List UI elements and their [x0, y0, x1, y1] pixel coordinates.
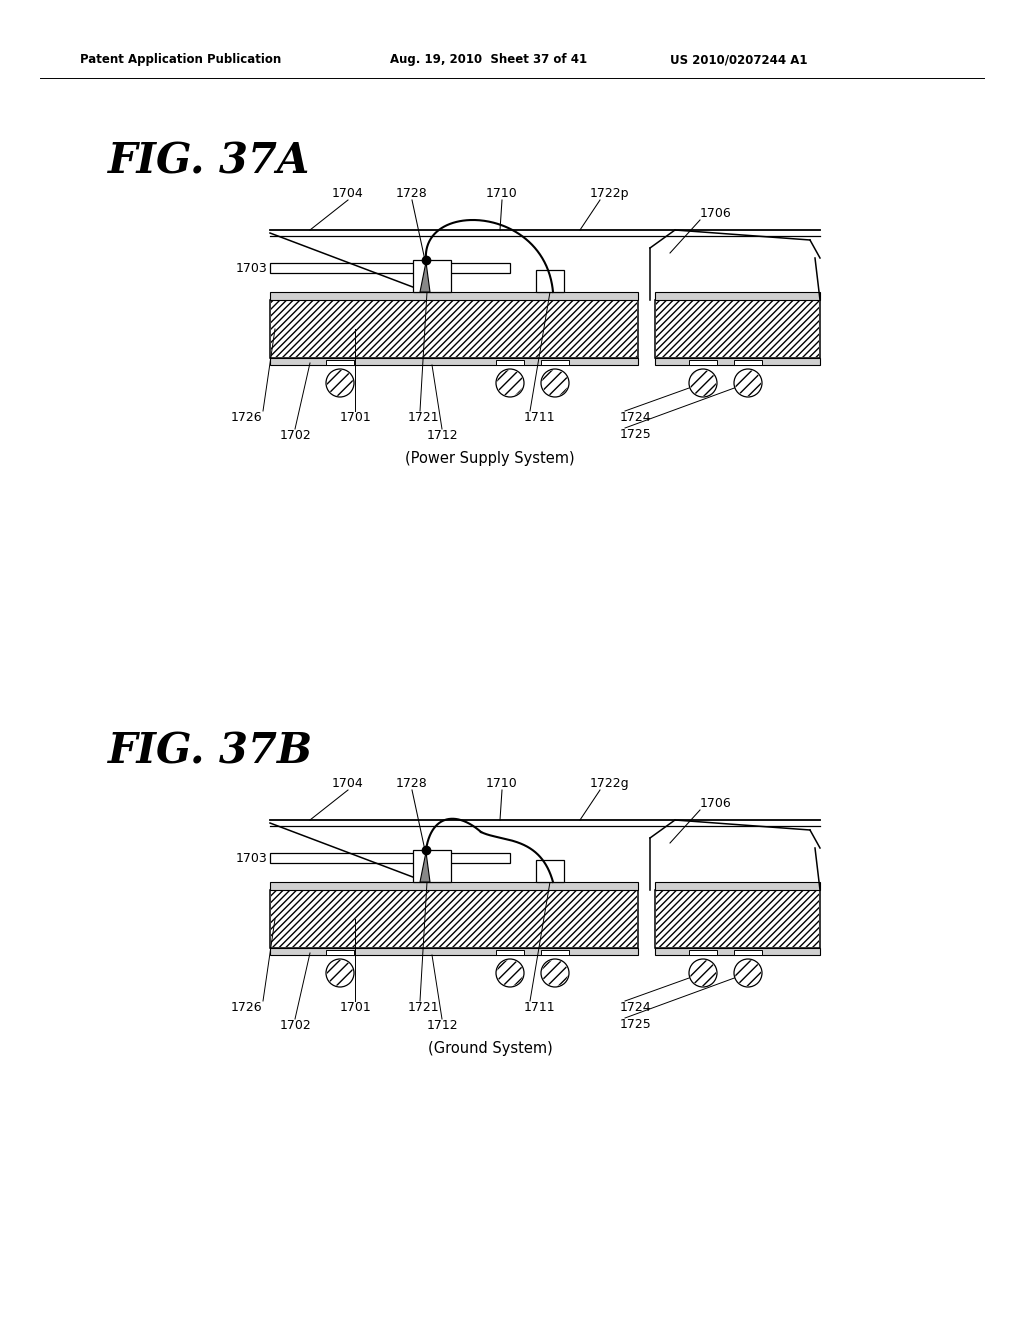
- Text: 1706: 1706: [700, 207, 732, 220]
- Circle shape: [496, 370, 524, 397]
- Bar: [689, 360, 717, 366]
- Bar: [270, 292, 638, 300]
- Text: 1702: 1702: [280, 1019, 311, 1032]
- Bar: [655, 292, 820, 300]
- Text: 1728: 1728: [396, 777, 428, 789]
- Text: 1701: 1701: [340, 1001, 372, 1014]
- Bar: [270, 263, 510, 273]
- Text: 1724: 1724: [620, 411, 651, 424]
- Polygon shape: [420, 851, 430, 882]
- Bar: [270, 358, 638, 366]
- Circle shape: [734, 370, 762, 397]
- Text: 1728: 1728: [396, 187, 428, 201]
- Bar: [541, 360, 569, 366]
- Bar: [270, 890, 638, 948]
- Text: 1711: 1711: [524, 411, 556, 424]
- Text: FIG. 37B: FIG. 37B: [108, 730, 313, 772]
- Circle shape: [496, 960, 524, 987]
- Circle shape: [689, 960, 717, 987]
- Bar: [270, 300, 638, 358]
- Text: 1710: 1710: [486, 187, 518, 201]
- Text: (Ground System): (Ground System): [428, 1041, 552, 1056]
- Text: 1712: 1712: [426, 429, 458, 442]
- Bar: [270, 948, 638, 954]
- Text: 1704: 1704: [332, 187, 364, 201]
- Text: 1701: 1701: [340, 411, 372, 424]
- Bar: [413, 260, 451, 292]
- Text: 1710: 1710: [486, 777, 518, 789]
- Bar: [734, 360, 762, 366]
- Text: 1702: 1702: [280, 429, 311, 442]
- Text: Aug. 19, 2010  Sheet 37 of 41: Aug. 19, 2010 Sheet 37 of 41: [390, 54, 587, 66]
- Circle shape: [326, 960, 354, 987]
- Bar: [655, 948, 820, 954]
- Text: 1725: 1725: [620, 428, 651, 441]
- Bar: [270, 882, 638, 890]
- Bar: [655, 358, 820, 366]
- Bar: [541, 950, 569, 954]
- Circle shape: [734, 960, 762, 987]
- Bar: [270, 853, 510, 863]
- Text: 1726: 1726: [230, 411, 262, 424]
- Bar: [271, 891, 637, 946]
- Text: 1721: 1721: [408, 1001, 439, 1014]
- Polygon shape: [420, 261, 430, 292]
- Text: 1722g: 1722g: [590, 777, 630, 789]
- Bar: [536, 861, 564, 882]
- Text: 1703: 1703: [236, 851, 267, 865]
- Bar: [734, 950, 762, 954]
- Text: 1704: 1704: [332, 777, 364, 789]
- Bar: [689, 950, 717, 954]
- Text: Patent Application Publication: Patent Application Publication: [80, 54, 282, 66]
- Bar: [496, 360, 524, 366]
- Circle shape: [541, 370, 569, 397]
- Bar: [536, 271, 564, 292]
- Text: 1711: 1711: [524, 1001, 556, 1014]
- Text: US 2010/0207244 A1: US 2010/0207244 A1: [670, 54, 808, 66]
- Circle shape: [326, 370, 354, 397]
- Bar: [655, 890, 820, 948]
- Text: 1712: 1712: [426, 1019, 458, 1032]
- Bar: [326, 950, 354, 954]
- Text: 1726: 1726: [230, 1001, 262, 1014]
- Text: (Power Supply System): (Power Supply System): [406, 451, 574, 466]
- Text: 1722p: 1722p: [590, 187, 630, 201]
- Bar: [656, 891, 819, 946]
- Bar: [655, 300, 820, 358]
- Text: 1706: 1706: [700, 797, 732, 810]
- Text: 1724: 1724: [620, 1001, 651, 1014]
- Text: 1725: 1725: [620, 1018, 651, 1031]
- Text: FIG. 37A: FIG. 37A: [108, 140, 310, 182]
- Bar: [413, 850, 451, 882]
- Bar: [656, 301, 819, 356]
- Bar: [496, 950, 524, 954]
- Text: 1721: 1721: [408, 411, 439, 424]
- Text: 1703: 1703: [236, 261, 267, 275]
- Circle shape: [541, 960, 569, 987]
- Bar: [271, 301, 637, 356]
- Circle shape: [689, 370, 717, 397]
- Bar: [655, 882, 820, 890]
- Bar: [326, 360, 354, 366]
